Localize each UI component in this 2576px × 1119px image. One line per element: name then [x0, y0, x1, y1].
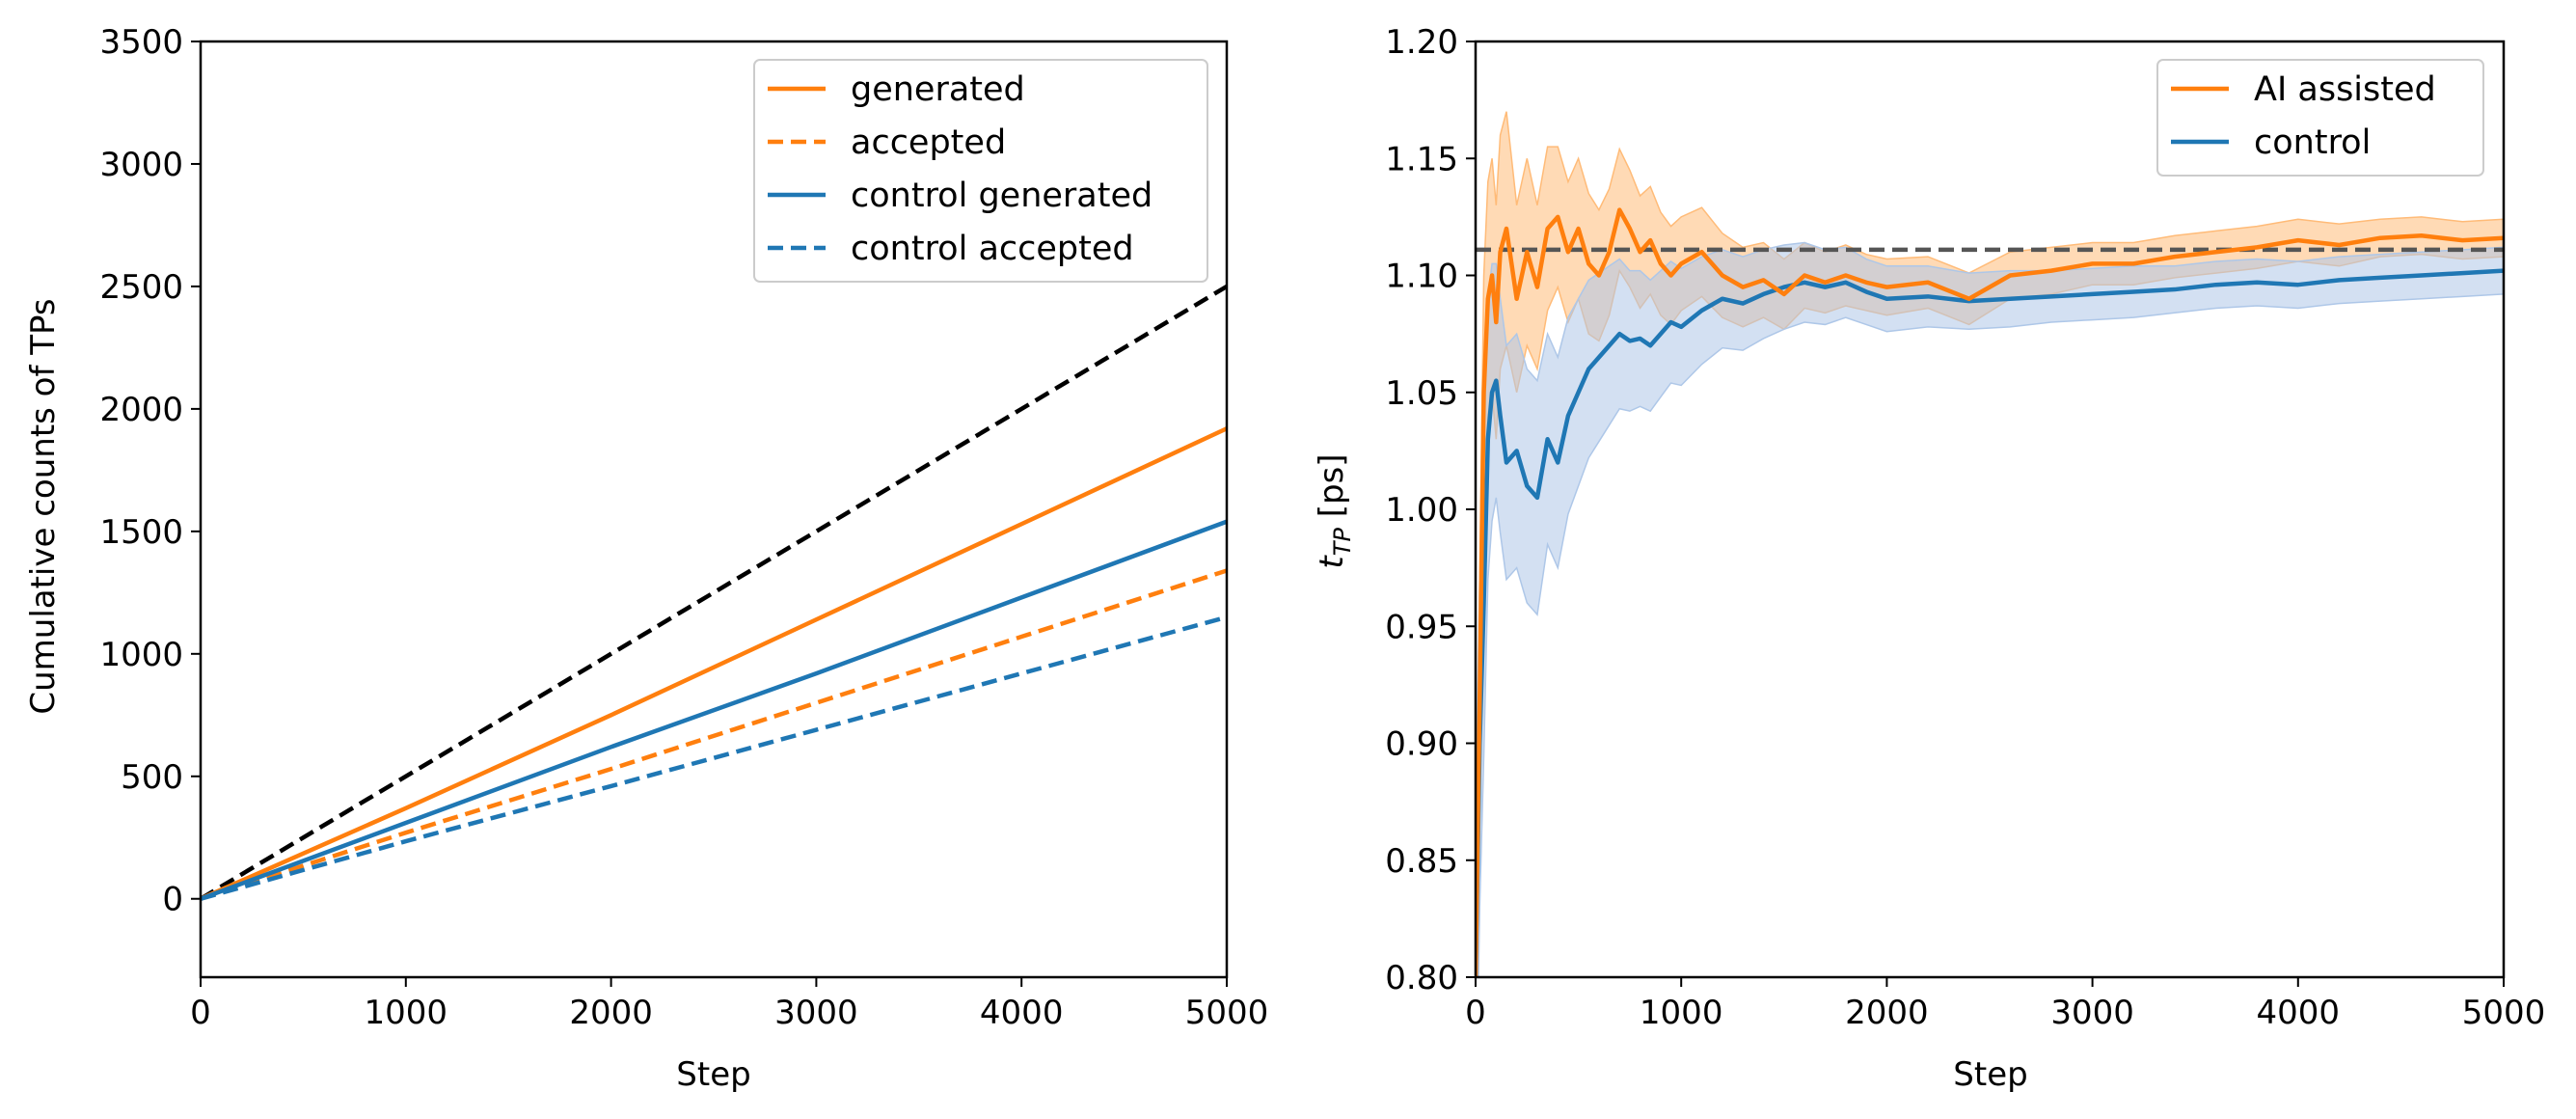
- y-tick-label: 0.80: [1385, 959, 1458, 997]
- y-tick-label: 1.10: [1385, 258, 1458, 296]
- left-chart: 0 1000 2000 3000 4000 5000 0 500 1000 1500 2000 25…: [24, 23, 1268, 1094]
- legend-label: control: [2254, 123, 2371, 162]
- generated-line: [201, 426, 1227, 901]
- right-y-label-sub: TP: [1329, 528, 1356, 557]
- left-axes-frame: [199, 40, 1229, 979]
- y-tick-label: 3500: [99, 23, 183, 62]
- right-legend: AI assisted control: [2156, 59, 2484, 177]
- legend-box: [2156, 59, 2484, 177]
- x-tick-label: 0: [190, 994, 211, 1032]
- right-y-axis-label: tTP [ps]: [1313, 453, 1356, 568]
- y-tick-label: 1500: [99, 513, 183, 552]
- left-x-axis-label: Step: [676, 1055, 750, 1094]
- y-tick-label: 0.85: [1385, 842, 1458, 881]
- legend-label: accepted: [851, 123, 1006, 162]
- right-y-label-main: t: [1313, 555, 1351, 569]
- plot-content: [201, 284, 1227, 901]
- x-tick-label: 4000: [2257, 994, 2341, 1032]
- legend-box: [753, 59, 1208, 283]
- x-tick-label: 2000: [569, 994, 653, 1032]
- legend-label: control accepted: [851, 230, 1134, 268]
- legend-label: control generated: [851, 177, 1152, 215]
- y-tick-label: 500: [121, 758, 183, 797]
- legend-label: generated: [851, 70, 1025, 109]
- reference-line: [201, 284, 1227, 901]
- y-tick-label: 0.90: [1385, 725, 1458, 764]
- x-tick-label: 5000: [2462, 994, 2546, 1032]
- y-tick-label: 0.95: [1385, 608, 1458, 646]
- y-tick-label: 1.20: [1385, 23, 1458, 62]
- y-tick-label: 1000: [99, 636, 183, 674]
- left-y-axis-label: Cumulative counts of TPs: [24, 298, 63, 714]
- right-chart: 0 1000 2000 3000 4000 5000 0.80 0.85 0.90 0.95 1.…: [1313, 23, 2545, 1094]
- y-tick-label: 0: [162, 881, 183, 919]
- legend-label: AI assisted: [2254, 70, 2436, 109]
- plot-content: [1476, 111, 2504, 977]
- y-tick-label: 2000: [99, 391, 183, 429]
- right-y-label-unit: [ps]: [1313, 453, 1351, 528]
- y-tick-label: 2500: [99, 268, 183, 307]
- y-tick-label: 1.00: [1385, 491, 1458, 530]
- x-tick-label: 1000: [365, 994, 448, 1032]
- control-generated-line: [201, 519, 1227, 901]
- left-y-ticks: 0 500 1000 1500 2000 2500 3000 3500: [99, 23, 201, 919]
- left-plot-area: [201, 284, 1227, 901]
- x-tick-label: 1000: [1640, 994, 1723, 1032]
- y-tick-label: 1.05: [1385, 374, 1458, 413]
- ai-assisted-line: [1476, 207, 2504, 977]
- right-y-ticks: 0.80 0.85 0.90 0.95 1.00 1.05 1.10 1.15 1.20: [1385, 23, 1476, 997]
- control-confidence-band: [1476, 241, 2504, 977]
- x-tick-label: 0: [1465, 994, 1486, 1032]
- x-tick-label: 3000: [2050, 994, 2134, 1032]
- y-tick-label: 3000: [99, 146, 183, 184]
- left-legend: generated accepted control generated contro…: [753, 59, 1208, 283]
- x-tick-label: 4000: [980, 994, 1064, 1032]
- right-x-axis-label: Step: [1953, 1055, 2027, 1094]
- accepted-line: [201, 568, 1227, 901]
- axes-frame: [199, 40, 1229, 979]
- x-tick-label: 3000: [774, 994, 858, 1032]
- control-accepted-line: [201, 614, 1227, 901]
- left-x-ticks: 0 1000 2000 3000 4000 5000: [190, 977, 1268, 1032]
- y-tick-label: 1.15: [1385, 140, 1458, 178]
- x-tick-label: 5000: [1185, 994, 1269, 1032]
- right-plot-area: [1476, 111, 2504, 977]
- control-line: [1476, 268, 2504, 977]
- right-x-ticks: 0 1000 2000 3000 4000 5000: [1465, 977, 2545, 1032]
- x-tick-label: 2000: [1845, 994, 1929, 1032]
